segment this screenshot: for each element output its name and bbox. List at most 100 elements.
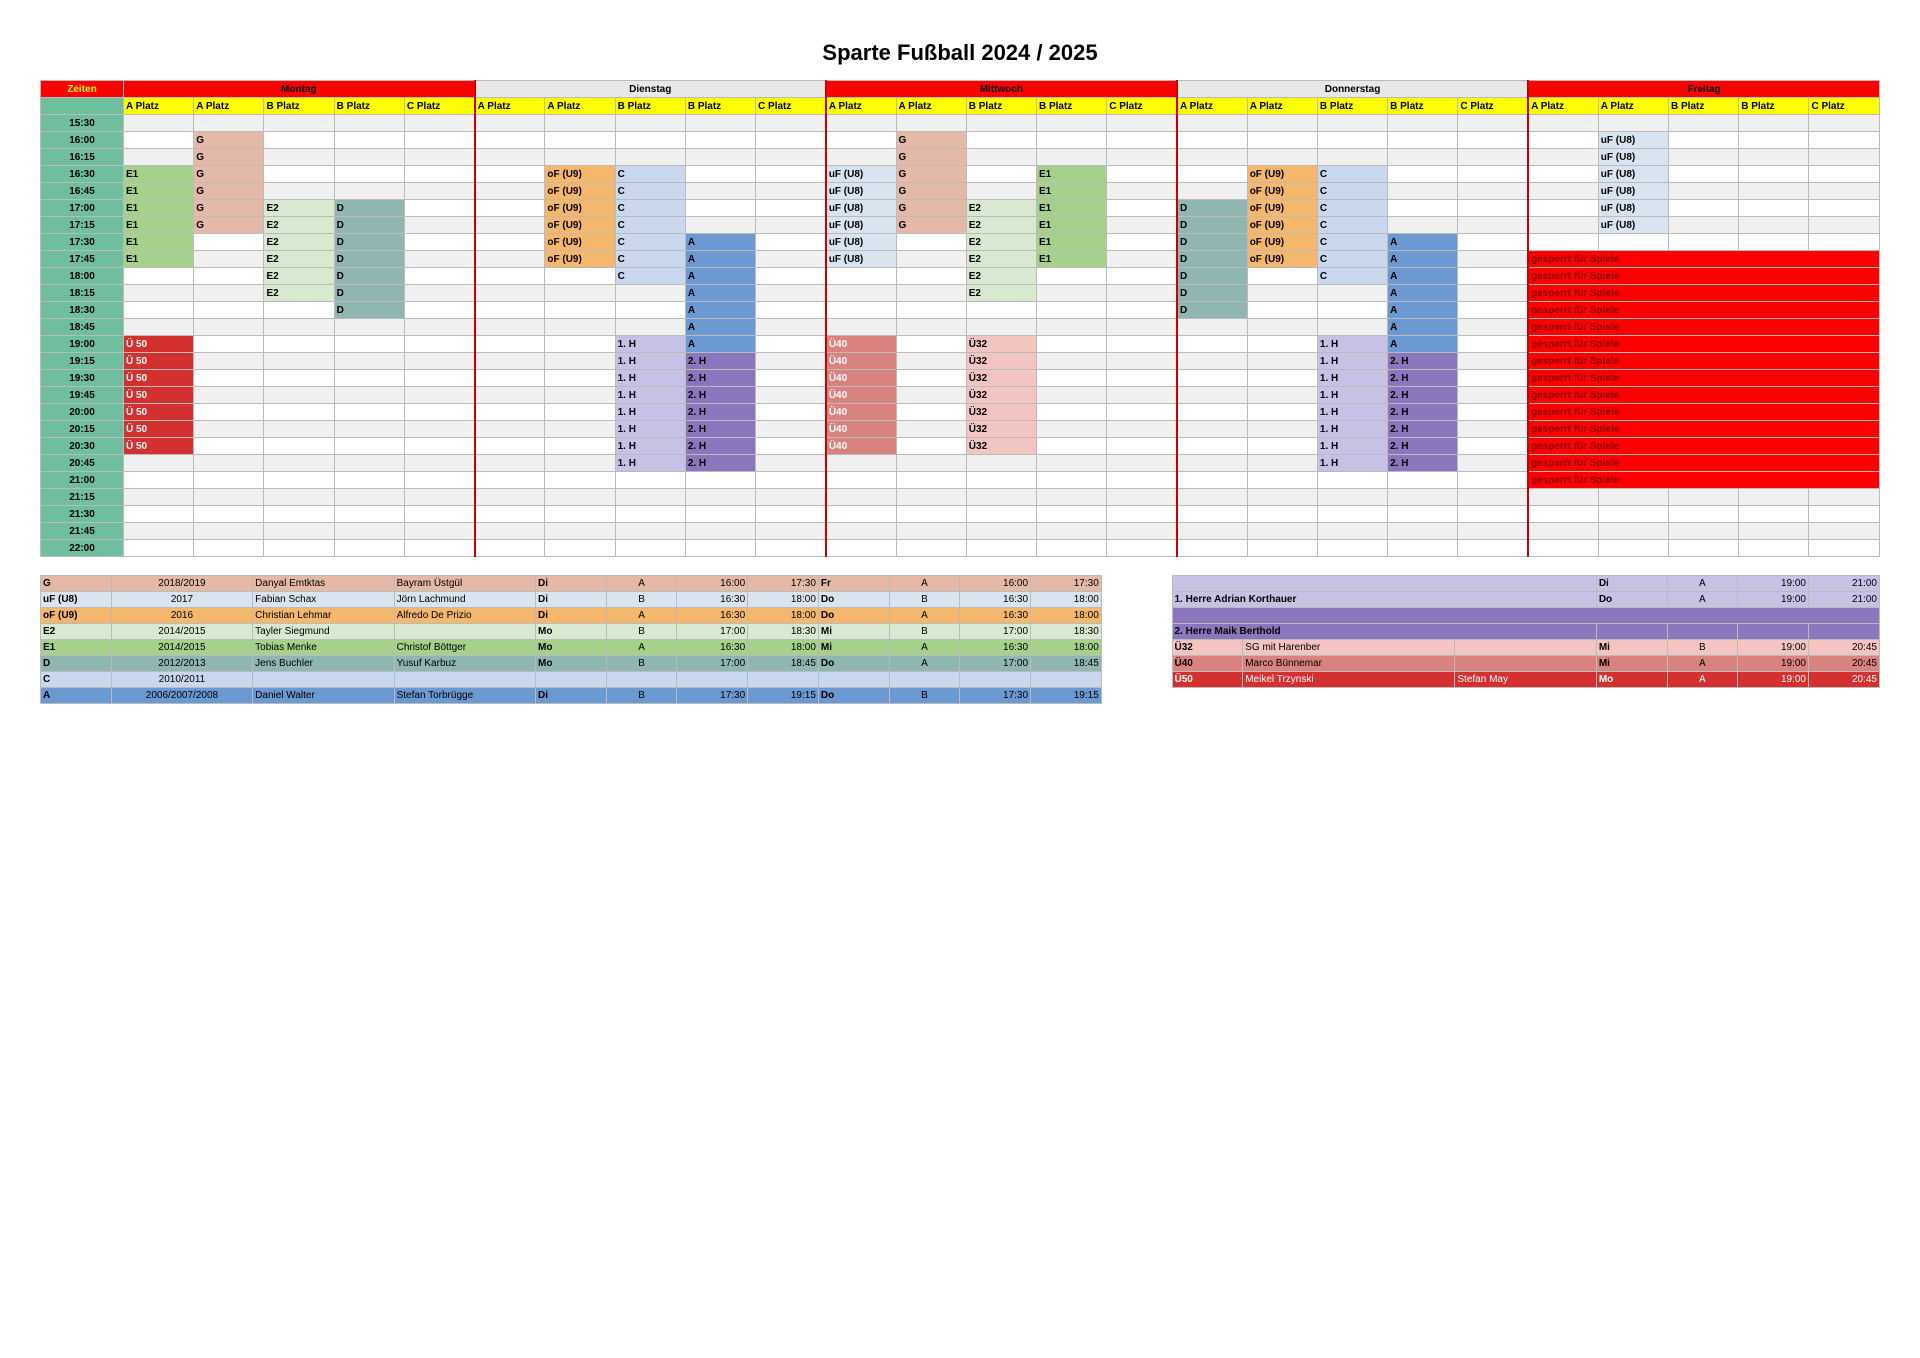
schedule-cell [756,489,826,506]
legend2-cell: A [1667,576,1738,592]
schedule-cell [124,540,194,557]
schedule-cell [334,183,404,200]
schedule-cell [545,506,615,523]
schedule-cell: gesperrt für Spiele [1528,472,1879,489]
legend-cell: uF (U8) [41,592,112,608]
schedule-cell [264,370,334,387]
platz-header: A Platz [1247,98,1317,115]
schedule-cell [1528,217,1598,234]
schedule-cell [1809,183,1880,200]
legend2-cell [1172,576,1596,592]
schedule-cell: gesperrt für Spiele [1528,370,1879,387]
legend-cell: 2014/2015 [111,640,252,656]
schedule-cell [475,200,545,217]
day-header: Donnerstag [1177,81,1528,98]
schedule-cell [475,404,545,421]
schedule-cell [1247,370,1317,387]
legend2-cell: 20:45 [1808,672,1879,688]
schedule-cell [1809,540,1880,557]
schedule-cell [264,302,334,319]
schedule-cell [1036,523,1106,540]
schedule-cell: Ü32 [966,438,1036,455]
schedule-cell [124,319,194,336]
schedule-cell [1458,166,1528,183]
schedule-cell [264,489,334,506]
time-cell: 17:15 [41,217,124,234]
schedule-cell: E1 [124,166,194,183]
legend-cell: 2006/2007/2008 [111,688,252,704]
schedule-cell [1458,251,1528,268]
legend-cell: B [889,624,960,640]
schedule-cell: C [615,268,685,285]
time-cell: 22:00 [41,540,124,557]
legend-cell: oF (U9) [41,608,112,624]
schedule-cell [404,489,474,506]
legend-cell: B [889,592,960,608]
schedule-cell [1458,404,1528,421]
schedule-cell [1036,132,1106,149]
schedule-cell [1388,506,1458,523]
schedule-cell: oF (U9) [1247,217,1317,234]
schedule-cell: D [334,268,404,285]
schedule-cell [545,336,615,353]
schedule-cell: Ü32 [966,404,1036,421]
schedule-cell: gesperrt für Spiele [1528,285,1879,302]
schedule-cell [966,166,1036,183]
legend2-cell: A [1667,672,1738,688]
schedule-cell [1809,506,1880,523]
legend-cell: 16:30 [960,592,1031,608]
schedule-cell [404,132,474,149]
schedule-cell: E1 [1036,166,1106,183]
schedule-cell: Ü40 [826,404,896,421]
legend-cell: Daniel Walter [253,688,394,704]
schedule-cell [1247,302,1317,319]
schedule-cell: D [1177,251,1247,268]
schedule-cell [1177,132,1247,149]
schedule-cell [896,506,966,523]
schedule-cell [1317,319,1387,336]
schedule-cell [615,115,685,132]
schedule-cell: G [194,166,264,183]
legend-cell: D [41,656,112,672]
schedule-cell: uF (U8) [826,234,896,251]
platz-header: B Platz [264,98,334,115]
schedule-cell [334,115,404,132]
schedule-cell [1247,149,1317,166]
schedule-cell: D [1177,268,1247,285]
schedule-cell: Ü40 [826,438,896,455]
schedule-cell [685,506,755,523]
schedule-cell [1458,472,1528,489]
legend-cell: B [606,688,677,704]
legend2-cell: 20:45 [1808,640,1879,656]
schedule-cell [545,319,615,336]
schedule-cell: 1. H [1317,438,1387,455]
schedule-cell [475,149,545,166]
legend-cell: A [889,576,960,592]
schedule-cell [1247,387,1317,404]
schedule-cell [545,489,615,506]
schedule-cell [1669,523,1739,540]
schedule-cell: Ü 50 [124,336,194,353]
schedule-cell: C [1317,200,1387,217]
schedule-cell: uF (U8) [826,200,896,217]
schedule-cell [756,455,826,472]
schedule-cell [475,472,545,489]
schedule-cell [124,472,194,489]
schedule-cell [475,353,545,370]
legend-cell: E1 [41,640,112,656]
schedule-cell [1458,489,1528,506]
schedule-cell [966,472,1036,489]
legend2-cell: Stefan May [1455,672,1596,688]
schedule-cell [1739,132,1809,149]
schedule-cell: Ü40 [826,421,896,438]
schedule-cell [124,115,194,132]
schedule-cell: oF (U9) [545,166,615,183]
legend-cell: 2012/2013 [111,656,252,672]
schedule-cell [1739,489,1809,506]
legend-cell: 17:30 [960,688,1031,704]
platz-header: B Platz [685,98,755,115]
schedule-cell [615,302,685,319]
schedule-cell [475,438,545,455]
schedule-cell [1247,319,1317,336]
schedule-cell [545,438,615,455]
